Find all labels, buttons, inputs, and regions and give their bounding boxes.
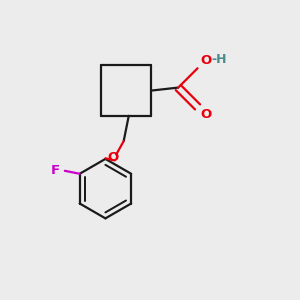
Text: O: O: [200, 54, 211, 67]
Text: O: O: [108, 151, 119, 164]
Text: F: F: [51, 164, 60, 177]
Text: -H: -H: [211, 53, 226, 66]
Text: O: O: [200, 108, 211, 122]
